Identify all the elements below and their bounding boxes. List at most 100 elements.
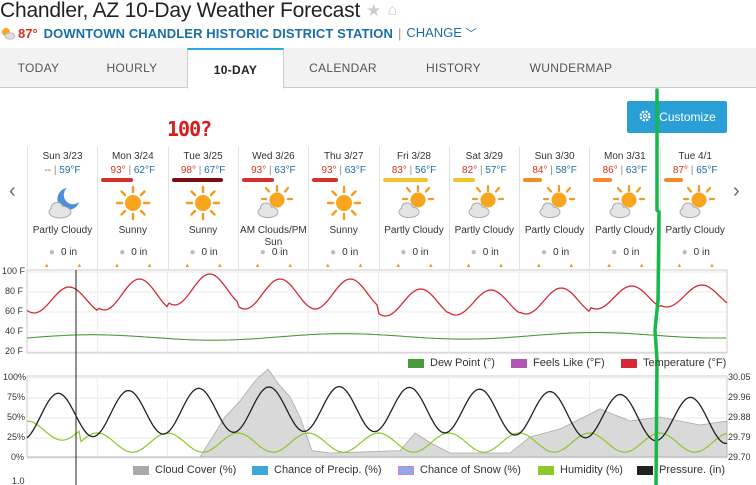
day-low: 58°F	[555, 165, 577, 176]
tab-calendar[interactable]: CALENDAR	[309, 61, 377, 75]
day-low: 57°F	[485, 165, 507, 176]
legend-swatch	[133, 465, 149, 475]
chevron-down-icon: ﹀	[465, 28, 477, 40]
prev-arrow-icon[interactable]: ‹	[9, 180, 16, 202]
day-column[interactable]: Sun 3/23 -- | 59°F Partly Cloudy ● 0 in ▲ ▲	[27, 147, 97, 271]
legend-chance-precip[interactable]: Chance of Precip. (%)	[252, 464, 382, 476]
temp-bar	[171, 178, 223, 182]
partly-cloudy-icon	[464, 184, 505, 221]
day-date: Mon 3/24	[111, 151, 154, 162]
page-title: Chandler, AZ 10-Day Weather Forecast	[0, 0, 361, 22]
temp-bar	[312, 178, 339, 182]
pressure-y-label: 29.96	[728, 392, 751, 402]
day-high-low: 98° | 67°F	[180, 165, 226, 176]
tab-10-day[interactable]: 10-DAY	[187, 48, 284, 89]
raindrop-icon: ●	[681, 247, 688, 258]
legend-feels-like[interactable]: Feels Like (°F)	[511, 357, 605, 369]
pressure-y-label: 29.79	[728, 432, 751, 442]
temp-bar	[452, 178, 475, 182]
legend-pressure[interactable]: Pressure. (in)	[637, 464, 725, 476]
day-date: Sat 3/29	[465, 151, 503, 162]
pressure-y-label: 30.05	[728, 372, 751, 382]
raindrop-icon: ●	[119, 247, 126, 258]
day-date: Tue 3/25	[183, 151, 223, 162]
tab-history[interactable]: HISTORY	[425, 61, 481, 75]
day-low: 63°F	[344, 165, 366, 176]
gear-icon	[638, 109, 652, 126]
legend-swatch	[621, 358, 637, 368]
legend-temperature[interactable]: Temperature (°F)	[621, 357, 726, 369]
tab-wundermap[interactable]: WUNDERMAP	[529, 61, 613, 75]
sun-icon	[183, 185, 223, 221]
legend-humidity[interactable]: Humidity (%)	[538, 464, 623, 476]
day-high-low: 83° | 56°F	[391, 165, 437, 176]
day-high: 86°	[602, 165, 618, 176]
day-low: 62°F	[133, 165, 156, 176]
customize-label: Customize	[659, 110, 716, 124]
page-title-row: Chandler, AZ 10-Day Weather Forecast ★ ⌂	[0, 0, 397, 24]
tab-today[interactable]: TODAY	[17, 61, 60, 75]
day-precip: ● 0 in	[259, 247, 288, 258]
day-high-low: -- | 59°F	[44, 165, 81, 176]
day-column[interactable]: Sat 3/29 82° | 57°F Partly Cloudy ● 0 in ▲ ▲	[448, 147, 519, 271]
partly-cloudy-icon	[675, 184, 716, 221]
day-high: 93°	[251, 165, 267, 176]
day-high: 93°	[110, 165, 126, 176]
temp-bar	[382, 178, 428, 182]
day-column[interactable]: Mon 3/31 86° | 63°F Partly Cloudy ● 0 in ▲ ▲	[589, 147, 659, 271]
day-high-low: 84° | 58°F	[532, 165, 577, 176]
day-condition: Sunny	[118, 225, 147, 236]
customize-button[interactable]: Customize	[627, 101, 727, 133]
day-condition: Partly Cloudy	[595, 225, 655, 236]
day-low: 59°F	[59, 165, 81, 176]
legend-label: Humidity (%)	[560, 464, 623, 476]
day-precip: ● 0 in	[611, 247, 640, 258]
day-column[interactable]: Thu 3/27 93° | 63°F Sunny ● 0 in ▲ ▲	[308, 147, 378, 271]
moon-cloud-icon	[43, 185, 83, 221]
day-condition: Sunny	[188, 225, 218, 236]
current-temp: 87°	[18, 25, 38, 41]
legend-label: Pressure. (in)	[659, 464, 726, 476]
raindrop-icon: ●	[189, 247, 196, 258]
day-low: 63°F	[625, 165, 648, 176]
day-column[interactable]: Fri 3/28 83° | 56°F Partly Cloudy ● 0 in ▲ ▲	[378, 147, 449, 271]
station-name-link[interactable]: DOWNTOWN CHANDLER HISTORIC DISTRICT STAT…	[43, 25, 393, 41]
day-high-low: 87° | 65°F	[672, 165, 718, 176]
temp-y-label: 80 F	[5, 286, 24, 296]
station-row: 87° DOWNTOWN CHANDLER HISTORIC DISTRICT …	[0, 24, 477, 42]
sun-markers: ▲ ▲	[324, 263, 364, 269]
star-icon[interactable]: ★	[366, 1, 382, 20]
tab-hourly[interactable]: HOURLY	[106, 61, 158, 75]
day-high: 83°	[391, 165, 407, 176]
percent-y-label: 75%	[7, 392, 26, 402]
sun-markers: ▲ ▲	[606, 263, 645, 269]
legend-dew-point[interactable]: Dew Point (°)	[408, 357, 495, 369]
day-date: Tue 4/1	[678, 151, 712, 162]
home-icon[interactable]: ⌂	[387, 2, 398, 19]
next-arrow-icon[interactable]: ›	[733, 180, 740, 202]
legend-swatch	[511, 358, 527, 368]
partly-cloudy-icon	[605, 184, 645, 221]
day-precip: ● 0 in	[681, 247, 710, 258]
legend-cloud-cover[interactable]: Cloud Cover (%)	[133, 464, 236, 476]
legend-chance-snow[interactable]: Chance of Snow (%)	[398, 464, 521, 476]
day-high-low: 86° | 63°F	[602, 165, 648, 176]
day-column[interactable]: Mon 3/24 93° | 62°F Sunny ● 0 in ▲ ▲	[97, 147, 167, 271]
day-condition: Partly Cloudy	[454, 225, 515, 236]
temp-bar	[523, 178, 543, 182]
day-high: 93°	[321, 165, 337, 176]
day-precip: ● 0 in	[541, 247, 570, 258]
day-precip: ● 0 in	[330, 247, 359, 258]
day-column[interactable]: Sun 3/30 84° | 58°F Partly Cloudy ● 0 in ▲ ▲	[519, 147, 589, 271]
day-column[interactable]: Tue 4/1 87° | 65°F Partly Cloudy ● 0 in ▲ ▲	[659, 147, 730, 271]
humidity-line	[26, 420, 728, 453]
percent-y-label: 0%	[11, 452, 25, 462]
day-condition: Partly Cloudy	[384, 225, 444, 236]
bottom-axis-label: 1.0	[12, 476, 25, 485]
day-high: 84°	[532, 165, 548, 176]
legend-swatch	[252, 465, 268, 475]
day-column[interactable]: Wed 3/26 93° | 63°F AM Clouds/PM Sun ● 0 in ▲…	[237, 147, 308, 271]
legend-label: Feels Like (°F)	[533, 357, 605, 369]
change-station-link[interactable]: CHANGE ﹀	[406, 25, 477, 40]
day-column[interactable]: Tue 3/25 98° | 67°F Sunny ● 0 in ▲ ▲	[167, 147, 238, 271]
